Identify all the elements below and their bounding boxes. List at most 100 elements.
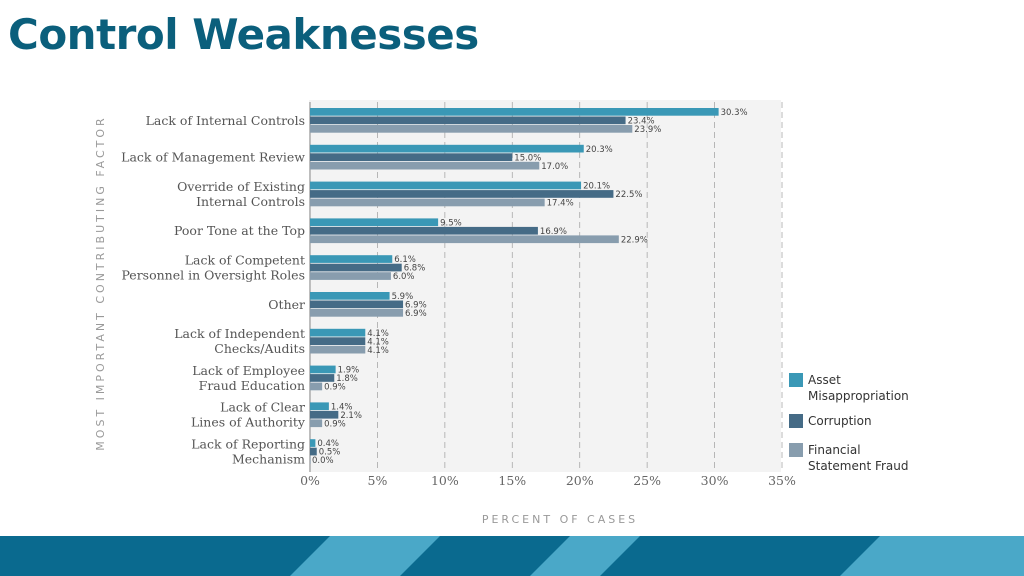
bar <box>310 419 323 428</box>
category-label: Lack of Employee <box>192 363 305 378</box>
category-label: Other <box>268 297 305 312</box>
data-label: 20.3% <box>586 145 613 155</box>
data-label: 2.1% <box>340 411 362 421</box>
bar <box>310 365 336 374</box>
bar <box>310 263 402 272</box>
bar-chart: 30.3% 23.4%23.9% 20.3% 15.0%17.0% 20.1% 22.5%… <box>94 100 909 526</box>
data-labels: 30.3% 23.4%23.9% 20.3% 15.0%17.0% 20.1% 22.5%… <box>312 108 748 466</box>
bar <box>310 198 545 207</box>
data-label: 30.3% <box>721 108 748 118</box>
data-label: 1.8% <box>336 374 358 384</box>
legend-label: Statement Fraud <box>808 459 909 473</box>
bar <box>310 292 390 300</box>
category-label: Checks/Audits <box>214 341 305 356</box>
data-label: 6.1% <box>394 255 416 265</box>
footer-stripe <box>290 536 440 576</box>
bar <box>310 328 366 337</box>
page-title: Control Weaknesses <box>8 10 479 59</box>
category-label: Lack of Clear <box>220 400 305 415</box>
x-tick-label: 5% <box>368 473 388 488</box>
legend-label: Misappropriation <box>808 389 909 403</box>
x-tick-label: 30% <box>701 473 729 488</box>
bar <box>310 337 366 345</box>
bar <box>310 226 538 235</box>
x-tick-labels: 0% 5% 10% 15% 20% 25% 30% 35% <box>300 473 796 488</box>
footer-stripe <box>840 536 1024 576</box>
data-label: 22.9% <box>621 235 648 245</box>
data-label: 0.5% <box>319 448 341 458</box>
category-label: Internal Controls <box>196 194 305 209</box>
bar <box>310 181 582 190</box>
category-label: Fraud Education <box>199 378 305 393</box>
x-tick-label: 15% <box>498 473 526 488</box>
legend-swatch <box>789 443 803 457</box>
bar <box>310 218 439 227</box>
bar <box>310 402 329 411</box>
data-label: 4.1% <box>367 329 389 339</box>
data-label: 1.4% <box>331 402 353 412</box>
bar <box>310 255 393 263</box>
legend: Asset Misappropriation Corruption Financial… <box>789 373 909 473</box>
x-tick-label: 25% <box>633 473 661 488</box>
bar <box>310 456 311 464</box>
data-label: 6.0% <box>393 272 415 282</box>
legend-label: Financial <box>808 443 861 457</box>
category-label: Poor Tone at the Top <box>174 223 305 238</box>
data-label: 20.1% <box>583 182 610 192</box>
bar <box>310 125 633 133</box>
legend-swatch <box>789 373 803 387</box>
data-label: 23.9% <box>634 125 661 135</box>
bar <box>310 374 335 382</box>
data-label: 1.9% <box>338 366 360 376</box>
data-label: 0.4% <box>317 439 339 449</box>
data-label: 6.9% <box>405 301 427 311</box>
bar <box>310 144 584 153</box>
bar <box>310 153 513 161</box>
data-label: 23.4% <box>628 117 655 127</box>
bar <box>310 116 626 125</box>
bar <box>310 300 404 309</box>
bar <box>310 108 719 116</box>
data-label: 6.8% <box>404 264 426 274</box>
x-tick-label: 35% <box>768 473 796 488</box>
data-label: 16.9% <box>540 227 567 237</box>
category-label: Lines of Authority <box>191 415 306 430</box>
legend-swatch <box>789 414 803 428</box>
data-label: 15.0% <box>514 153 541 163</box>
category-label: Lack of Management Review <box>121 150 305 165</box>
x-tick-label: 10% <box>431 473 459 488</box>
y-axis-title: MOST IMPORTANT CONTRIBUTING FACTOR <box>94 115 107 450</box>
legend-label: Corruption <box>808 414 872 428</box>
data-label: 5.9% <box>392 292 414 302</box>
category-labels: Lack of Internal Controls Lack of Managem… <box>121 113 306 467</box>
x-tick-label: 20% <box>566 473 594 488</box>
bar <box>310 447 317 456</box>
x-axis-title: PERCENT OF CASES <box>482 513 638 526</box>
legend-label: Asset <box>808 373 841 387</box>
bar <box>310 439 316 447</box>
bar <box>310 309 404 317</box>
bar <box>310 382 323 391</box>
data-label: 17.0% <box>541 162 568 172</box>
bar <box>310 410 339 419</box>
bar <box>310 272 391 280</box>
data-label: 22.5% <box>615 190 642 200</box>
bar <box>310 161 540 170</box>
category-label: Override of Existing <box>177 179 305 194</box>
footer-stripe <box>530 536 640 576</box>
data-label: 9.5% <box>440 218 462 228</box>
category-label: Personnel in Oversight Roles <box>121 267 305 282</box>
data-label: 0.9% <box>324 383 346 393</box>
footer-band <box>0 536 1024 576</box>
bars <box>310 108 719 464</box>
bar <box>310 345 366 354</box>
category-label: Lack of Independent <box>174 326 305 341</box>
category-label: Lack of Reporting <box>191 436 305 451</box>
data-label: 0.0% <box>312 456 334 466</box>
bar <box>310 190 614 198</box>
data-label: 4.1% <box>367 346 389 356</box>
data-label: 0.9% <box>324 419 346 429</box>
data-label: 17.4% <box>547 199 574 209</box>
x-tick-label: 0% <box>300 473 320 488</box>
data-label: 4.1% <box>367 337 389 347</box>
